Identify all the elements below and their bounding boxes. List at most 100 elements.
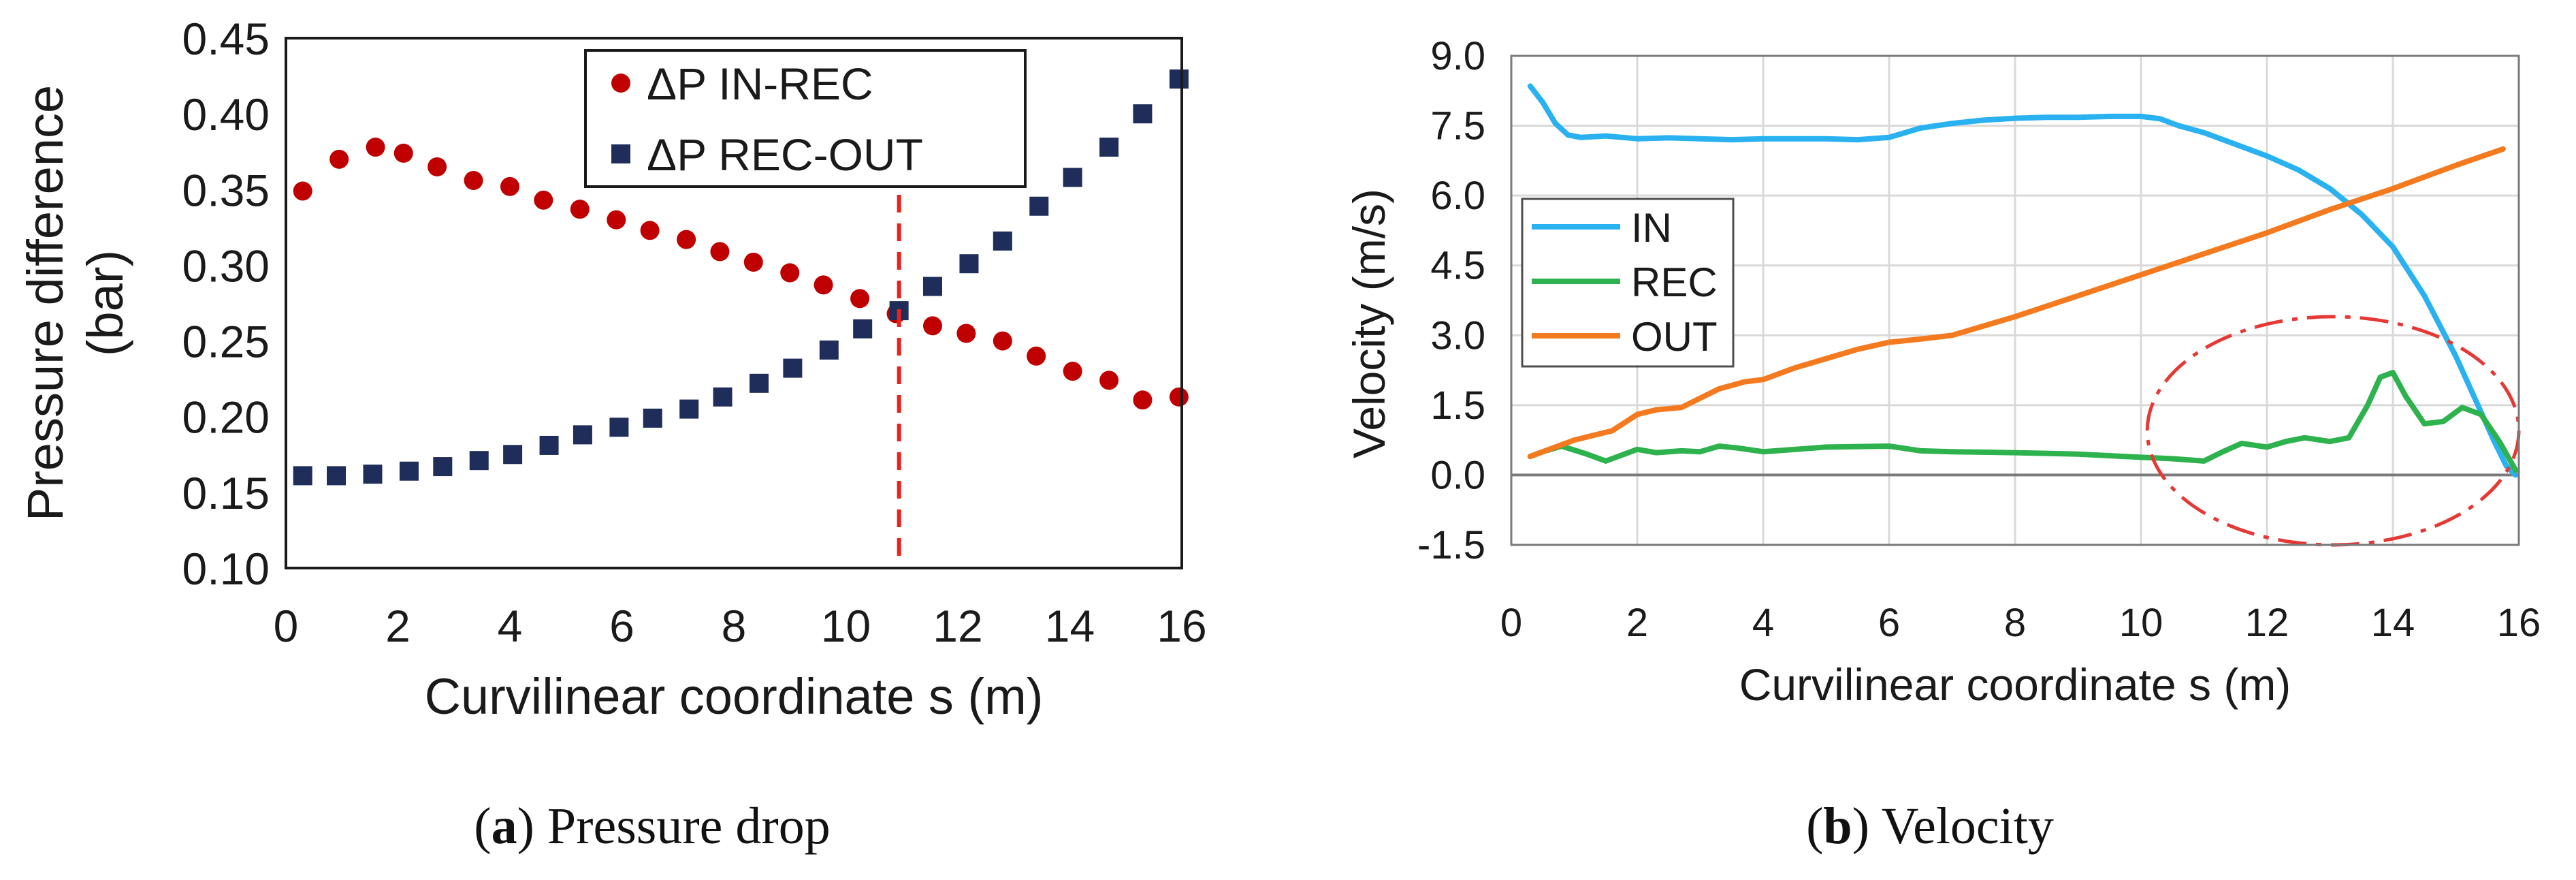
rec-out-point <box>1029 196 1049 216</box>
in-rec-point <box>1099 371 1119 390</box>
velocity-y-tick-label: 0.0 <box>1430 453 1485 497</box>
caption-b-letter: b <box>1823 798 1852 855</box>
in-rec-point <box>329 149 349 169</box>
pressure-chart: 0 2 4 6 8 10 12 14 16 0.100.150.200.250.300.350.… <box>17 14 1207 725</box>
legend-out-label: OUT <box>1631 314 1718 360</box>
pressure-y-tick-labels: 0.10 0.15 0.20 0.25 0.30 0.35 0.40 0.45 <box>182 14 270 594</box>
legend-rec-label: REC <box>1631 260 1718 305</box>
rec-out-point <box>750 373 769 393</box>
velocity-in-line <box>1527 83 2519 478</box>
in-rec-point <box>1169 387 1189 407</box>
rec-out-point <box>679 399 699 419</box>
rec-out-point <box>783 358 803 378</box>
rec-out-point <box>503 445 523 465</box>
in-rec-point <box>1027 346 1046 366</box>
rec-out-point <box>1099 138 1119 157</box>
pressure-x-tick-label: 14 <box>1045 601 1095 651</box>
rec-out-point <box>363 465 383 484</box>
velocity-y-axis-label: Velocity (m/s) <box>1344 189 1394 458</box>
in-rec-point <box>710 242 730 262</box>
pressure-plot-frame <box>285 37 1183 569</box>
rec-out-point <box>573 425 592 445</box>
caption-b: (b) Velocity <box>1806 798 2054 855</box>
velocity-chart: 0 2 4 6 8 10 12 14 16 -1.50.01.53.04.56.07.59.0 … <box>1344 34 2541 710</box>
velocity-out-line <box>1527 146 2506 460</box>
in-rec-point <box>534 190 553 210</box>
legend-rec-out-marker <box>611 144 630 163</box>
legend-rec-out-label: ΔP REC-OUT <box>647 129 923 180</box>
pressure-y-tick-label: 0.20 <box>182 392 270 443</box>
rec-out-point <box>993 231 1012 251</box>
pressure-x-tick-label: 2 <box>385 601 410 651</box>
velocity-y-tick-label: 3.0 <box>1430 313 1485 358</box>
pressure-y-tick-label: 0.40 <box>182 89 270 140</box>
in-rec-point <box>677 230 696 249</box>
caption-a: (a) Pressure drop <box>474 798 830 855</box>
velocity-x-tick-label: 6 <box>1878 601 1900 645</box>
velocity-x-tick-label: 4 <box>1752 601 1774 645</box>
velocity-x-tick-label: 16 <box>2497 601 2541 645</box>
in-rec-point <box>956 324 976 343</box>
pressure-legend: ΔP IN-REC ΔP REC-OUT <box>584 49 1027 188</box>
pressure-x-tick-label: 10 <box>821 601 871 651</box>
in-rec-point <box>743 252 763 272</box>
pressure-y-axis-label: Pressure difference <box>17 85 74 521</box>
velocity-x-tick-label: 14 <box>2371 601 2415 645</box>
pressure-series-layer <box>293 69 1189 486</box>
pressure-x-tick-label: 6 <box>609 601 634 651</box>
rec-out-point <box>1133 104 1153 124</box>
in-rec-point <box>993 331 1012 351</box>
in-rec-point <box>293 181 312 201</box>
in-rec-point <box>570 200 590 219</box>
pressure-y-tick-label: 0.30 <box>182 240 270 291</box>
pressure-y-tick-label: 0.10 <box>182 544 270 594</box>
in-rec-point <box>366 138 385 157</box>
velocity-y-tick-label: 6.0 <box>1430 174 1485 218</box>
velocity-x-tick-label: 2 <box>1626 601 1648 645</box>
velocity-y-tick-label: -1.5 <box>1417 523 1485 567</box>
in-rec-point <box>500 176 519 196</box>
velocity-y-tick-label: 4.5 <box>1430 244 1485 288</box>
rec-out-point <box>327 466 347 486</box>
rec-out-point <box>819 340 839 360</box>
pressure-x-tick-labels: 0 2 4 6 8 10 12 14 16 <box>274 601 1207 651</box>
velocity-y-tick-label: 1.5 <box>1430 383 1485 428</box>
pressure-y-axis-unit: (bar) <box>77 250 133 356</box>
pressure-x-tick-label: 16 <box>1157 601 1206 651</box>
pressure-y-tick-label: 0.35 <box>182 165 270 215</box>
velocity-plot-frame <box>1510 54 2520 546</box>
rec-out-point <box>643 408 662 428</box>
rec-out-point <box>713 387 732 407</box>
pressure-y-tick-label: 0.25 <box>182 317 270 367</box>
in-rec-point <box>1063 362 1082 381</box>
rec-out-point <box>853 319 873 339</box>
in-rec-point <box>428 157 447 176</box>
in-rec-point <box>607 210 626 230</box>
legend-in-rec-marker <box>611 74 630 93</box>
velocity-x-tick-label: 8 <box>2004 601 2026 645</box>
in-rec-point <box>922 316 942 336</box>
pressure-x-axis-label: Curvilinear coordinate s (m) <box>425 668 1044 725</box>
rec-out-point <box>1063 168 1082 187</box>
rec-out-point <box>433 457 453 477</box>
rec-out-point <box>959 254 979 274</box>
rec-out-point <box>293 466 312 486</box>
velocity-x-tick-labels: 0 2 4 6 8 10 12 14 16 <box>1500 601 2541 645</box>
rec-out-point <box>539 435 559 455</box>
velocity-series-layer <box>1527 83 2519 478</box>
rec-out-point <box>609 418 629 437</box>
in-rec-point <box>464 170 483 190</box>
rec-out-point <box>1169 69 1189 89</box>
pressure-x-tick-label: 8 <box>722 601 747 651</box>
caption-a-text: Pressure drop <box>534 798 831 855</box>
pressure-x-tick-label: 12 <box>933 601 982 651</box>
velocity-y-tick-labels: -1.5 0.0 1.5 3.0 4.5 6.0 7.5 9.0 <box>1417 34 1485 567</box>
pressure-legend-box <box>584 49 1027 188</box>
caption-b-text: Velocity <box>1869 798 2054 855</box>
rec-out-point <box>399 461 419 481</box>
in-rec-point <box>393 143 413 163</box>
in-rec-point <box>814 275 833 295</box>
in-rec-point <box>780 263 800 283</box>
velocity-x-tick-label: 0 <box>1500 601 1522 645</box>
